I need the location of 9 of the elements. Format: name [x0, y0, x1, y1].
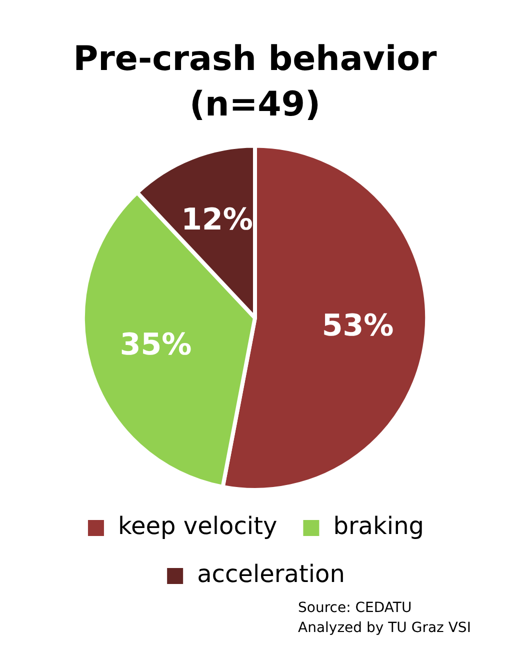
legend-label: acceleration [197, 560, 345, 588]
data-label: 35% [120, 328, 192, 363]
text: Analyzed by TU Graz VSI [298, 619, 472, 638]
legend-label: braking [333, 512, 424, 540]
data-label: 12% [181, 202, 253, 238]
data-label: 53% [322, 308, 394, 344]
source-note: Source: CEDATU [298, 599, 413, 618]
legend-label: keep velocity [118, 512, 278, 540]
chart-title: Pre-crash behavior (n=49) [73, 38, 437, 125]
